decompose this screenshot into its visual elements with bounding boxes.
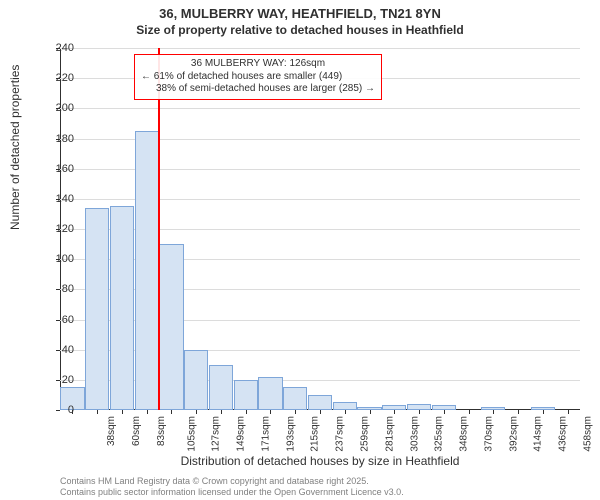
gridline bbox=[60, 48, 580, 49]
ytick-label: 0 bbox=[44, 404, 74, 416]
xtick-mark bbox=[345, 410, 346, 414]
ytick-label: 100 bbox=[44, 253, 74, 265]
gridline bbox=[60, 108, 580, 109]
marker-line bbox=[158, 48, 160, 410]
xtick-mark bbox=[295, 410, 296, 414]
xtick-mark bbox=[196, 410, 197, 414]
xtick-mark bbox=[394, 410, 395, 414]
xtick-mark bbox=[221, 410, 222, 414]
xtick-mark bbox=[419, 410, 420, 414]
ytick-label: 180 bbox=[44, 133, 74, 145]
xtick-mark bbox=[543, 410, 544, 414]
xtick-label: 215sqm bbox=[310, 416, 321, 452]
xtick-label: 458sqm bbox=[582, 416, 593, 452]
xtick-label: 105sqm bbox=[186, 416, 197, 452]
ytick-label: 220 bbox=[44, 72, 74, 84]
xtick-mark bbox=[270, 410, 271, 414]
histogram-bar bbox=[308, 395, 332, 410]
ytick-label: 200 bbox=[44, 102, 74, 114]
xtick-mark bbox=[518, 410, 519, 414]
histogram-bar bbox=[209, 365, 233, 410]
x-axis-label: Distribution of detached houses by size … bbox=[60, 454, 580, 468]
ytick-label: 140 bbox=[44, 193, 74, 205]
ytick-label: 60 bbox=[44, 314, 74, 326]
annotation-box: 36 MULBERRY WAY: 126sqm← 61% of detached… bbox=[134, 54, 382, 100]
annotation-line: 38% of semi-detached houses are larger (… bbox=[141, 83, 375, 96]
page-title: 36, MULBERRY WAY, HEATHFIELD, TN21 8YN bbox=[0, 0, 600, 23]
histogram-bar bbox=[234, 380, 258, 410]
ytick-label: 40 bbox=[44, 344, 74, 356]
ytick-label: 120 bbox=[44, 223, 74, 235]
histogram-bar bbox=[135, 131, 159, 410]
footer-line-2: Contains public sector information licen… bbox=[60, 487, 404, 498]
xtick-mark bbox=[147, 410, 148, 414]
footer-line-1: Contains HM Land Registry data © Crown c… bbox=[60, 476, 404, 487]
histogram-bar bbox=[85, 208, 109, 410]
histogram-bar bbox=[258, 377, 282, 410]
xtick-mark bbox=[568, 410, 569, 414]
xtick-label: 259sqm bbox=[360, 416, 371, 452]
page-subtitle: Size of property relative to detached ho… bbox=[0, 23, 600, 43]
histogram-bar bbox=[333, 402, 357, 410]
xtick-label: 127sqm bbox=[211, 416, 222, 452]
xtick-mark bbox=[469, 410, 470, 414]
xtick-label: 237sqm bbox=[335, 416, 346, 452]
xtick-label: 149sqm bbox=[236, 416, 247, 452]
xtick-label: 60sqm bbox=[131, 416, 142, 446]
attribution-footer: Contains HM Land Registry data © Crown c… bbox=[60, 476, 404, 498]
xtick-mark bbox=[444, 410, 445, 414]
xtick-label: 325sqm bbox=[434, 416, 445, 452]
annotation-line: 36 MULBERRY WAY: 126sqm bbox=[141, 58, 375, 71]
xtick-label: 392sqm bbox=[508, 416, 519, 452]
ytick-label: 20 bbox=[44, 374, 74, 386]
histogram-bar bbox=[159, 244, 183, 410]
xtick-label: 193sqm bbox=[285, 416, 296, 452]
xtick-label: 38sqm bbox=[106, 416, 117, 446]
y-axis-label: Number of detached properties bbox=[8, 65, 22, 230]
xtick-mark bbox=[320, 410, 321, 414]
ytick-label: 80 bbox=[44, 283, 74, 295]
xtick-label: 414sqm bbox=[533, 416, 544, 452]
plot-wrap: 36 MULBERRY WAY: 126sqm← 61% of detached… bbox=[60, 48, 580, 410]
xtick-label: 348sqm bbox=[459, 416, 470, 452]
xtick-label: 281sqm bbox=[384, 416, 395, 452]
histogram-bar bbox=[283, 387, 307, 410]
xtick-mark bbox=[122, 410, 123, 414]
xtick-label: 171sqm bbox=[261, 416, 272, 452]
xtick-label: 83sqm bbox=[156, 416, 167, 446]
xtick-mark bbox=[171, 410, 172, 414]
ytick-label: 240 bbox=[44, 42, 74, 54]
xtick-mark bbox=[246, 410, 247, 414]
xtick-label: 303sqm bbox=[409, 416, 420, 452]
histogram-bar bbox=[110, 206, 134, 410]
annotation-line: ← 61% of detached houses are smaller (44… bbox=[141, 71, 375, 84]
xtick-label: 370sqm bbox=[483, 416, 494, 452]
histogram-chart: 36 MULBERRY WAY: 126sqm← 61% of detached… bbox=[60, 48, 580, 410]
xtick-mark bbox=[370, 410, 371, 414]
xtick-mark bbox=[97, 410, 98, 414]
histogram-bar bbox=[184, 350, 208, 410]
xtick-label: 436sqm bbox=[558, 416, 569, 452]
xtick-mark bbox=[493, 410, 494, 414]
ytick-label: 160 bbox=[44, 163, 74, 175]
